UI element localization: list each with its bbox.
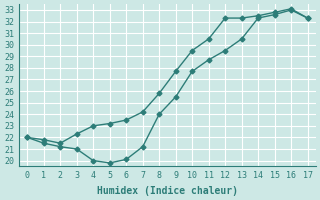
X-axis label: Humidex (Indice chaleur): Humidex (Indice chaleur) — [97, 186, 238, 196]
